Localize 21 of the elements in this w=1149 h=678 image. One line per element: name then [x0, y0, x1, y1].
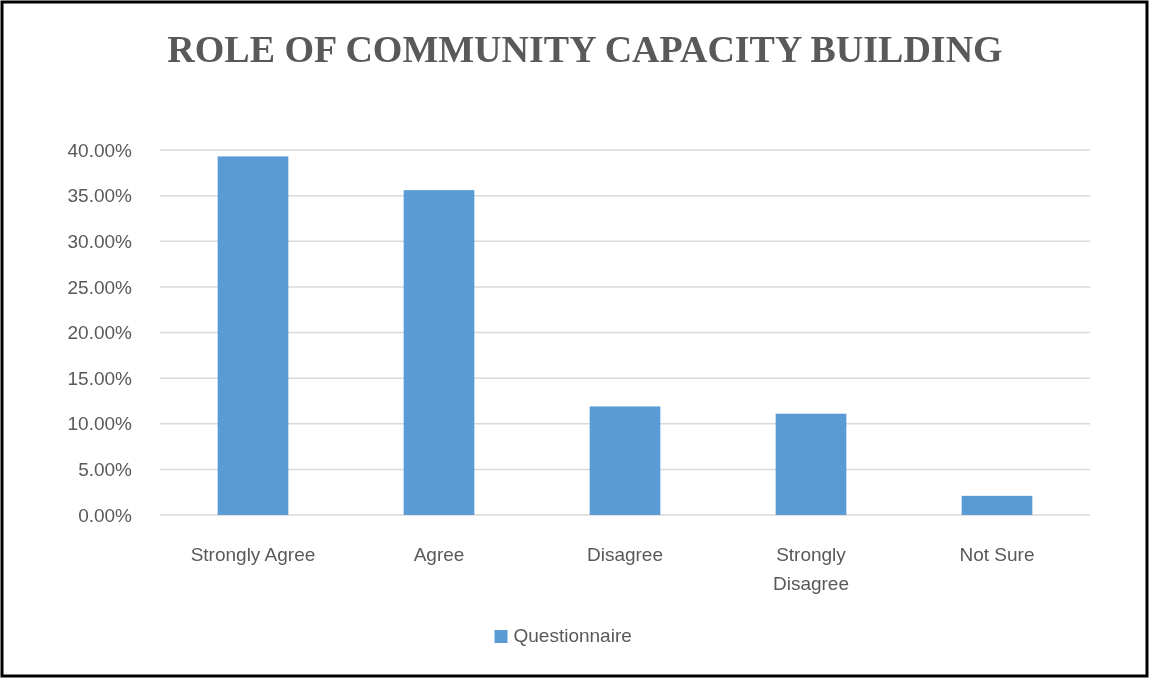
y-tick-label: 20.00% [67, 322, 133, 344]
x-tick-label: Strongly Agree [190, 544, 316, 565]
bar [961, 495, 1033, 515]
y-tick-label: 25.00% [67, 276, 133, 298]
chart-title: ROLE OF COMMUNITY CAPACITY BUILDING [167, 28, 1003, 70]
bar [589, 406, 661, 515]
y-tick-label: 5.00% [78, 459, 133, 481]
y-tick-label: 40.00% [67, 139, 133, 161]
bar [403, 190, 475, 515]
bar [775, 413, 847, 515]
legend-label: Questionnaire [513, 625, 632, 646]
y-tick-label: 10.00% [67, 413, 133, 435]
x-tick-label: Strongly Disagree [772, 544, 850, 594]
bar [217, 156, 289, 515]
y-tick-label: 30.00% [67, 230, 133, 252]
y-tick-label: 0.00% [78, 504, 133, 526]
x-tick-label: Disagree [586, 544, 664, 565]
y-tick-label: 35.00% [67, 185, 133, 207]
x-tick-label: Agree [413, 544, 465, 565]
x-tick-label: Not Sure [959, 544, 1035, 565]
y-tick-label: 15.00% [67, 367, 133, 389]
